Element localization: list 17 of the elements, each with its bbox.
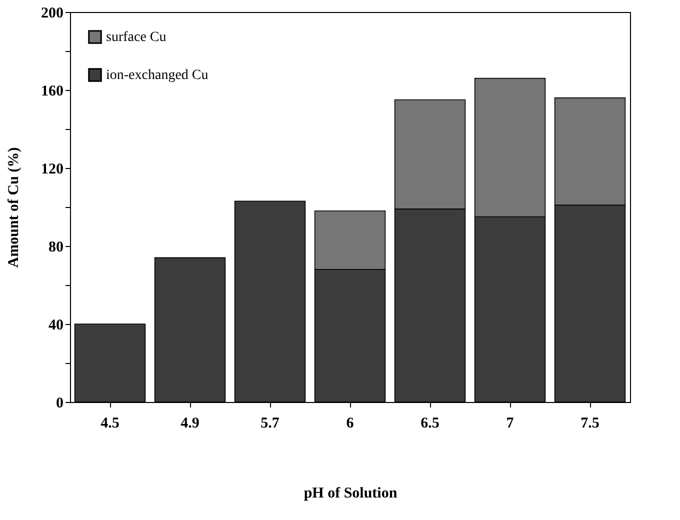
x-tick-label: 4.5 xyxy=(100,416,120,432)
y-tick-label: 80 xyxy=(48,240,64,256)
x-tick-label: 7 xyxy=(506,416,514,432)
x-tick-label: 6.5 xyxy=(420,416,440,432)
x-axis-title: pH of Solution xyxy=(304,486,398,502)
x-tick-label: 6 xyxy=(346,416,354,432)
y-tick-label: 120 xyxy=(41,162,64,178)
y-tick-label: 0 xyxy=(56,396,64,412)
y-tick-label: 200 xyxy=(41,6,64,22)
y-tick-label: 40 xyxy=(48,318,64,334)
legend-label: ion-exchanged Cu xyxy=(106,68,208,83)
y-tick-label: 160 xyxy=(41,84,64,100)
y-axis-title: Amount of Cu (%) xyxy=(6,147,22,268)
x-tick-label: 5.7 xyxy=(260,416,280,432)
x-tick-label: 4.9 xyxy=(180,416,200,432)
x-tick-label: 7.5 xyxy=(580,416,600,432)
legend-label: surface Cu xyxy=(106,30,166,45)
